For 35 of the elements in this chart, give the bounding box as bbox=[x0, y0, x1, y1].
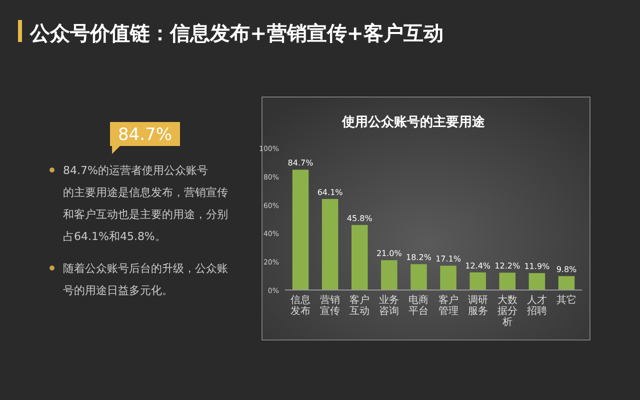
data-label: 18.2% bbox=[406, 253, 432, 262]
x-tick-label: 营销宣传 bbox=[320, 294, 340, 317]
bar bbox=[292, 170, 309, 290]
bar bbox=[470, 272, 486, 290]
bar bbox=[322, 198, 338, 290]
x-tick-label: 客户互动 bbox=[350, 294, 370, 317]
data-label: 21.0% bbox=[376, 249, 402, 258]
data-label: 11.9% bbox=[524, 262, 550, 272]
text: 84.7%的运营者使用公众账号的主要用途是信息发布，营销宣传和客户互动也是主要的用途，分别占64.1%和45.8%。 bbox=[63, 164, 228, 243]
bar bbox=[410, 264, 427, 290]
data-label: 9.8% bbox=[556, 265, 578, 274]
text: 随着公众账号后台的升级，公众账号的用途日益多元化。 bbox=[63, 262, 228, 297]
x-tick-label: 客户管理 bbox=[438, 294, 458, 317]
bar bbox=[558, 276, 575, 290]
bar bbox=[440, 266, 456, 290]
data-label: 17.1% bbox=[436, 254, 462, 264]
x-tick-label: 电商平台 bbox=[408, 294, 429, 317]
x-tick-label: 调研服务 bbox=[468, 294, 488, 317]
data-label: 84.7% bbox=[288, 158, 314, 168]
bar bbox=[499, 272, 516, 290]
chart-title: 使用公众账号的主要用途 bbox=[341, 114, 486, 130]
data-label: 64.1% bbox=[317, 188, 344, 197]
bar bbox=[528, 273, 546, 290]
text: 84.7% bbox=[118, 125, 172, 145]
data-label: 12.4% bbox=[465, 261, 491, 270]
x-tick-label: 信息发布 bbox=[290, 294, 311, 317]
bar bbox=[351, 224, 368, 290]
bar bbox=[381, 260, 398, 290]
text: 公众号价值链：信息发布+营销宣传+客户互动 bbox=[29, 21, 444, 45]
x-tick-label: 大数据分析 bbox=[497, 294, 518, 328]
data-label: 45.8% bbox=[346, 214, 373, 223]
x-tick-label: 人才招聘 bbox=[526, 294, 547, 317]
x-tick-label: 业务咨询 bbox=[379, 294, 400, 317]
x-tick-label: 其它 bbox=[556, 294, 576, 306]
data-label: 12.2% bbox=[494, 262, 520, 271]
